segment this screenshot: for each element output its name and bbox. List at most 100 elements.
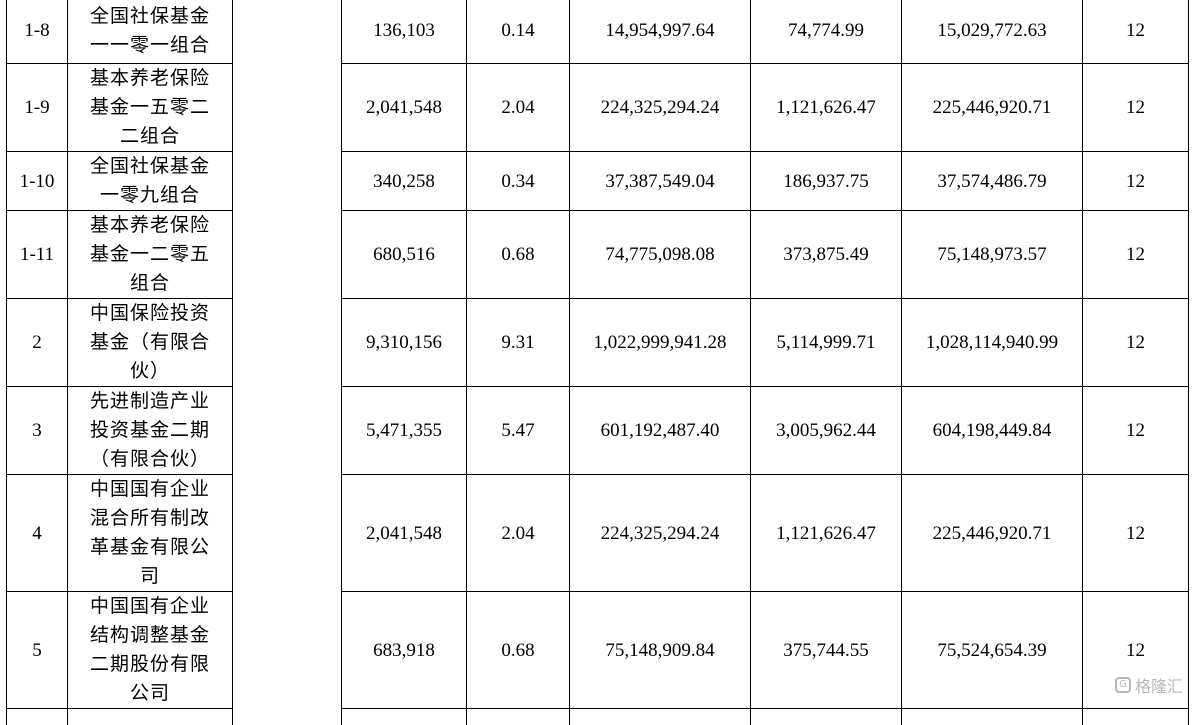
row-number: 1-11: [6, 210, 68, 299]
share-percentage: 0.34: [466, 151, 570, 211]
name-line: 混合所有制改: [89, 508, 210, 529]
row-number: 2: [6, 298, 68, 387]
table-row: 1-10 全国社保基金 一零九组合 340,258 0.34 37,387,549.04 1…: [6, 151, 1189, 211]
table-cell: [750, 708, 902, 725]
row-number: 5: [6, 591, 68, 709]
table-cell: [466, 708, 570, 725]
lockup-months: 12: [1082, 591, 1189, 709]
table-row: 4 中国国有企业 混合所有制改 革基金有限公司 2,041,548 2.04 224,325…: [6, 474, 1189, 592]
share-percentage: 5.47: [466, 386, 570, 475]
lockup-months: 12: [1082, 298, 1189, 387]
allocated-shares: 5,471,355: [341, 386, 467, 475]
table-cell: [1082, 708, 1189, 725]
name-line: 基金一五零二: [89, 97, 210, 118]
allocation-amount: 14,954,997.64: [569, 0, 751, 64]
total-amount: 37,574,486.79: [901, 151, 1083, 211]
table-row: 5 中国国有企业 结构调整基金 二期股份有限 公司 683,918 0.68 75,148,9…: [6, 591, 1189, 709]
commission-amount: 3,005,962.44: [750, 386, 902, 475]
table-cell: [6, 708, 68, 725]
name-line: 基金（有限合: [89, 332, 210, 353]
lockup-months: 12: [1082, 474, 1189, 592]
blank-cell: [232, 151, 342, 211]
total-amount: 225,446,920.71: [901, 63, 1083, 152]
allocation-amount: 37,387,549.04: [569, 151, 751, 211]
lockup-months: 12: [1082, 63, 1189, 152]
table-row: 1-8 全国社保基金 一一零一组合 136,103 0.14 14,954,997.64 7…: [6, 0, 1189, 64]
name-line: 投资基金二期: [89, 420, 210, 441]
total-amount: 225,446,920.71: [901, 474, 1083, 592]
blank-cell: [232, 63, 342, 152]
row-number: 1-8: [6, 0, 68, 64]
commission-amount: 186,937.75: [750, 151, 902, 211]
commission-amount: 375,744.55: [750, 591, 902, 709]
row-number: 4: [6, 474, 68, 592]
lockup-months: 12: [1082, 386, 1189, 475]
blank-cell: [232, 474, 342, 592]
name-line: 中国国有企业: [89, 596, 210, 617]
table-cell: [232, 708, 342, 725]
blank-cell: [232, 0, 342, 64]
share-percentage: 2.04: [466, 63, 570, 152]
blank-cell: [232, 386, 342, 475]
table-body: 1-8 全国社保基金 一一零一组合 136,103 0.14 14,954,997.64 7…: [6, 0, 1189, 725]
row-number: 3: [6, 386, 68, 475]
allocated-shares: 2,041,548: [341, 474, 467, 592]
name-line: 基金一二零五: [89, 244, 210, 265]
table-row: 2 中国保险投资 基金（有限合 伙） 9,310,156 9.31 1,022,999,94…: [6, 298, 1189, 387]
name-line: 基本养老保险: [89, 68, 210, 89]
name-line: 一零九组合: [99, 185, 200, 206]
name-line: 先进制造产业: [89, 391, 210, 412]
total-amount: 1,028,114,940.99: [901, 298, 1083, 387]
allocated-shares: 136,103: [341, 0, 467, 64]
name-line: 司: [139, 566, 160, 587]
investor-name: 中国保险投资 基金（有限合 伙）: [67, 298, 233, 387]
investor-name: 全国社保基金 一一零一组合: [67, 0, 233, 64]
investor-name: 全国社保基金 一零九组合: [67, 151, 233, 211]
name-line: 伙）: [129, 361, 170, 382]
allocation-amount: 74,775,098.08: [569, 210, 751, 299]
investor-name: 中国国有企业 结构调整基金 二期股份有限 公司: [67, 591, 233, 709]
name-line: 基本养老保险: [89, 215, 210, 236]
allocated-shares: 2,041,548: [341, 63, 467, 152]
investor-name: 基本养老保险 基金一二零五 组合: [67, 210, 233, 299]
name-line: 中国国有企业: [89, 479, 210, 500]
share-percentage: 0.68: [466, 210, 570, 299]
watermark: G 格隆汇: [1114, 673, 1183, 697]
name-line: 组合: [129, 273, 170, 294]
table-row: [6, 708, 1189, 725]
watermark-logo-icon: G: [1114, 677, 1131, 693]
total-amount: 75,524,654.39: [901, 591, 1083, 709]
share-percentage: 2.04: [466, 474, 570, 592]
investor-name: 先进制造产业 投资基金二期 （有限合伙）: [67, 386, 233, 475]
commission-amount: 1,121,626.47: [750, 63, 902, 152]
allocation-amount: 75,148,909.84: [569, 591, 751, 709]
name-line: 中国保险投资: [89, 303, 210, 324]
allocated-shares: 680,516: [341, 210, 467, 299]
table-cell: [341, 708, 467, 725]
blank-cell: [232, 210, 342, 299]
row-number: 1-10: [6, 151, 68, 211]
name-line: 革基金有限公: [89, 537, 210, 558]
allocation-amount: 224,325,294.24: [569, 474, 751, 592]
lockup-months: 12: [1082, 151, 1189, 211]
table-cell: [901, 708, 1083, 725]
commission-amount: 373,875.49: [750, 210, 902, 299]
lockup-months: 12: [1082, 210, 1189, 299]
row-number: 1-9: [6, 63, 68, 152]
table-row: 1-11 基本养老保险 基金一二零五 组合 680,516 0.68 74,775,098.…: [6, 210, 1189, 299]
name-line: 一一零一组合: [89, 34, 210, 56]
allocated-shares: 340,258: [341, 151, 467, 211]
investor-name: 中国国有企业 混合所有制改 革基金有限公司: [67, 474, 233, 592]
commission-amount: 74,774.99: [750, 0, 902, 64]
investor-name: 基本养老保险 基金一五零二 二组合: [67, 63, 233, 152]
allocated-shares: 9,310,156: [341, 298, 467, 387]
share-percentage: 9.31: [466, 298, 570, 387]
table-row: 3 先进制造产业 投资基金二期 （有限合伙） 5,471,355 5.47 601,192,…: [6, 386, 1189, 475]
commission-amount: 5,114,999.71: [750, 298, 902, 387]
allocation-amount: 601,192,487.40: [569, 386, 751, 475]
blank-cell: [232, 298, 342, 387]
allocation-table: 1-8 全国社保基金 一一零一组合 136,103 0.14 14,954,997.64 7…: [6, 0, 1189, 725]
allocation-amount: 224,325,294.24: [569, 63, 751, 152]
name-line: 二期股份有限: [89, 654, 210, 675]
blank-cell: [232, 591, 342, 709]
